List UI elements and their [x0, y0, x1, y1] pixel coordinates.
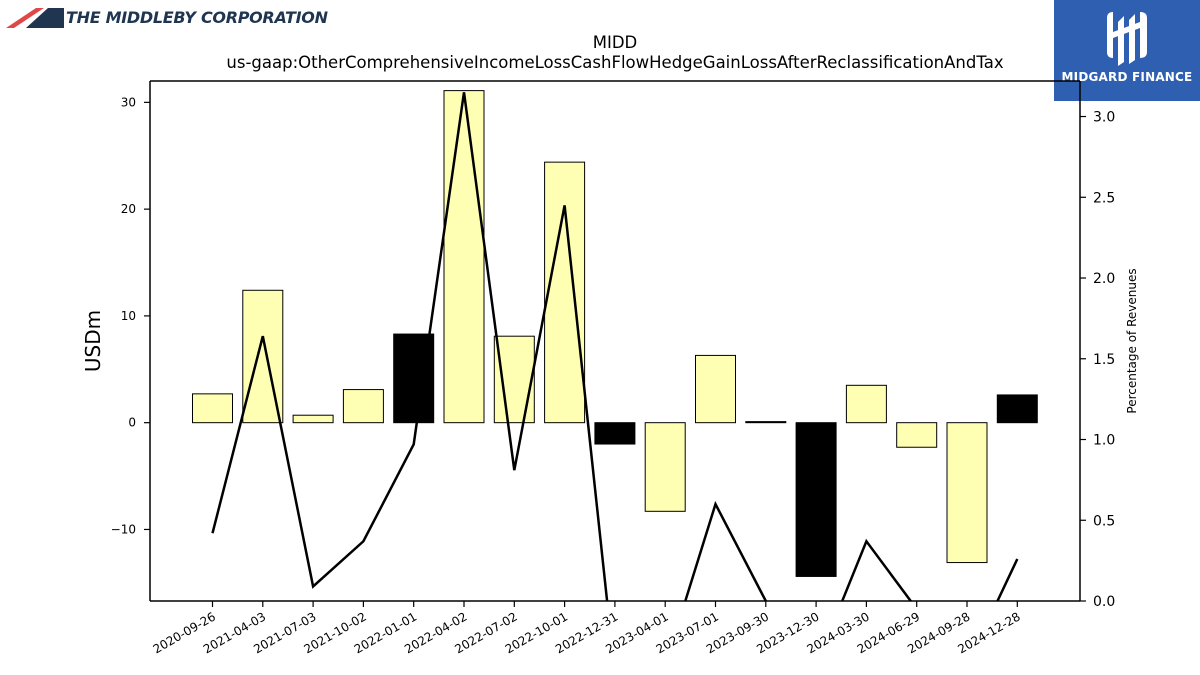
- bar-2022-07-02: [493, 335, 535, 424]
- bar-2023-09-30: [745, 421, 787, 424]
- middleby-logo-text: THE MIDDLEBY CORPORATION: [66, 7, 328, 27]
- bar-2021-10-02: [342, 389, 384, 424]
- bar-2020-09-26: [192, 393, 233, 424]
- middleby-logo: THE MIDDLEBY CORPORATION: [6, 4, 328, 30]
- chart-title: MIDD: [592, 33, 638, 52]
- ytick-right-label: 1.0: [1093, 433, 1115, 449]
- ytick-right-label: 2.5: [1093, 190, 1115, 206]
- ytick-left-label: −10: [111, 522, 136, 536]
- midgard-logo-text: MIDGARD FINANCE: [1061, 70, 1193, 84]
- y-axis-label: USDm: [81, 310, 105, 372]
- ytick-left-label: 0: [128, 416, 136, 430]
- bar-2022-10-01: [544, 161, 586, 424]
- ytick-right-label: 1.5: [1093, 352, 1115, 368]
- midgard-m-icon: [1107, 12, 1147, 66]
- y-axis-right-label: Percentage of Revenues: [1125, 268, 1139, 413]
- ytick-left-label: 30: [121, 95, 136, 109]
- bar-2024-03-30: [845, 384, 887, 424]
- ytick-left-label: 10: [121, 309, 136, 323]
- ytick-right-label: 3.0: [1093, 110, 1115, 126]
- bar-2024-12-28: [996, 394, 1038, 424]
- bar-2021-07-03: [292, 414, 334, 424]
- bar-2024-09-28: [946, 422, 988, 564]
- bar-2023-12-30: [795, 422, 837, 577]
- chart-subtitle: us-gaap:OtherComprehensiveIncomeLossCash…: [226, 53, 1004, 72]
- bar-2021-04-03: [242, 289, 284, 424]
- ytick-right-label: 0.0: [1093, 594, 1115, 610]
- bar-2024-06-29: [896, 422, 938, 448]
- ytick-left-label: 20: [121, 202, 136, 216]
- pct-revenue-line: [211, 92, 1019, 601]
- bar-2022-12-31: [594, 422, 636, 445]
- ytick-right-label: 0.5: [1093, 513, 1115, 529]
- middleby-logo-mark: [6, 8, 64, 28]
- bar-2022-04-02: [443, 90, 485, 424]
- bar-2023-04-01: [644, 422, 686, 512]
- midgard-finance-logo: MIDGARD FINANCE: [1054, 0, 1200, 101]
- ytick-right-label: 2.0: [1093, 271, 1115, 287]
- bar-2023-07-01: [695, 354, 736, 424]
